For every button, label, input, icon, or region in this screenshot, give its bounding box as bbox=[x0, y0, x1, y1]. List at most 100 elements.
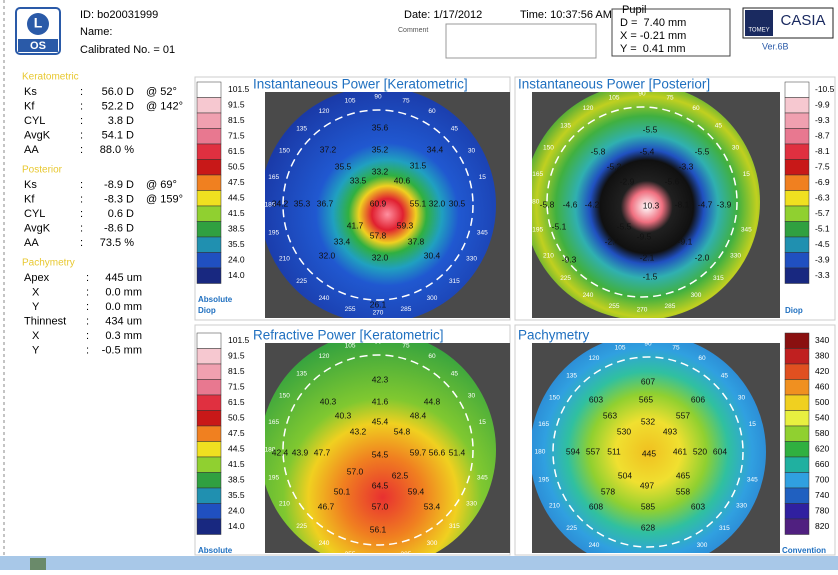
angle-label: 45 bbox=[721, 372, 729, 379]
map-value: 48.4 bbox=[410, 410, 427, 420]
taskbar bbox=[0, 556, 838, 570]
angle-label: 135 bbox=[296, 370, 307, 377]
angle-label: 240 bbox=[319, 540, 330, 547]
map-value: 37.2 bbox=[320, 144, 337, 154]
scale-swatch bbox=[784, 503, 810, 520]
map-value: -5.8 bbox=[540, 199, 555, 209]
separator: : bbox=[80, 144, 83, 156]
separator: : bbox=[80, 208, 83, 220]
panel-title: Instantaneous Power [Posterior] bbox=[518, 77, 710, 92]
angle-label: 210 bbox=[549, 503, 560, 510]
zone-circle bbox=[546, 106, 738, 298]
map-value: -5.5 bbox=[643, 124, 658, 134]
separator: : bbox=[80, 115, 83, 127]
map-value: 563 bbox=[603, 410, 617, 420]
taskbar-icon[interactable] bbox=[30, 558, 46, 570]
row-value: -8.6 D bbox=[104, 222, 134, 234]
scale-label: 660 bbox=[815, 459, 829, 469]
patient-name: Name: bbox=[80, 26, 112, 38]
separator: : bbox=[86, 301, 89, 313]
angle-label: 270 bbox=[373, 310, 384, 317]
angle-label: 180 bbox=[535, 449, 546, 456]
angle-label: 120 bbox=[319, 353, 330, 360]
map-value: 532 bbox=[641, 416, 655, 426]
scale-caption: Absolute bbox=[198, 546, 233, 555]
eye-circle bbox=[27, 13, 49, 35]
map-value: 34.4 bbox=[427, 144, 444, 154]
scale-caption: Diop bbox=[198, 306, 216, 315]
angle-label: 60 bbox=[692, 105, 700, 112]
angle-label: 135 bbox=[296, 125, 307, 132]
scale-caption: Convention bbox=[782, 546, 826, 555]
map-value: 628 bbox=[641, 522, 655, 532]
separator: : bbox=[86, 344, 89, 356]
map-value: -2.4 bbox=[605, 236, 620, 246]
scale-label: 71.5 bbox=[228, 131, 245, 141]
scale-swatch bbox=[196, 128, 222, 145]
angle-label: 150 bbox=[543, 145, 554, 152]
scale-label: -7.5 bbox=[815, 162, 830, 172]
panel-title: Refractive Power [Keratometric] bbox=[253, 328, 444, 343]
scale-label: 44.5 bbox=[228, 444, 245, 454]
scale-swatch bbox=[784, 348, 810, 365]
row-label: AvgK bbox=[24, 129, 51, 141]
scale-label: 14.0 bbox=[228, 270, 245, 280]
scale-label: 14.0 bbox=[228, 521, 245, 531]
row-label: AvgK bbox=[24, 222, 51, 234]
calibration: Calibrated No. = 01 bbox=[80, 44, 175, 56]
eye-band bbox=[18, 39, 58, 52]
map-value: 607 bbox=[641, 376, 655, 386]
map-value: -4.2 bbox=[585, 199, 600, 209]
map-value: 42.4 bbox=[272, 447, 289, 457]
map-value: -2.9 bbox=[620, 176, 635, 186]
map-value: 30.5 bbox=[449, 198, 466, 208]
map-value: -4.7 bbox=[698, 199, 713, 209]
map-value: 32.0 bbox=[372, 252, 389, 262]
scale-caption: Diop bbox=[785, 306, 803, 315]
scale-label: -5.7 bbox=[815, 208, 830, 218]
map-value: -5.6 bbox=[665, 176, 680, 186]
map-value: 54.5 bbox=[372, 449, 389, 459]
scale-label: 35.5 bbox=[228, 490, 245, 500]
scale-swatch bbox=[784, 112, 810, 129]
scale-swatch bbox=[196, 267, 222, 284]
scale-label: 101.5 bbox=[228, 84, 250, 94]
row-label: Kf bbox=[24, 100, 35, 112]
pupil-row: Y = 0.41 mm bbox=[620, 43, 686, 55]
scale-label: -3.3 bbox=[815, 270, 830, 280]
scale-label: 61.5 bbox=[228, 146, 245, 156]
angle-label: 105 bbox=[345, 97, 356, 104]
scale-label: 35.5 bbox=[228, 239, 245, 249]
map-value: 594 bbox=[566, 446, 580, 456]
angle-label: 285 bbox=[665, 303, 676, 310]
angle-label: 300 bbox=[691, 292, 702, 299]
angle-label: 315 bbox=[449, 278, 460, 285]
scale-swatch bbox=[196, 379, 222, 396]
map-value: 36.7 bbox=[317, 198, 334, 208]
scale-label: -10.5 bbox=[815, 84, 835, 94]
map-value: 51.4 bbox=[449, 447, 466, 457]
map-value: -2.0 bbox=[695, 252, 710, 262]
angle-label: 135 bbox=[566, 372, 577, 379]
scale-label: 71.5 bbox=[228, 382, 245, 392]
scale-label: 91.5 bbox=[228, 100, 245, 110]
map-value: -9.3 bbox=[562, 254, 577, 264]
angle-label: 345 bbox=[747, 477, 758, 484]
angle-label: 330 bbox=[466, 501, 477, 508]
map: 15 30 45 60 75 90 105 120 135 150 165 180 195 210 225 2… bbox=[265, 343, 510, 553]
scale-swatch bbox=[784, 190, 810, 207]
scale-swatch bbox=[784, 394, 810, 411]
map-value: 56.6 bbox=[429, 447, 446, 457]
angle-label: 300 bbox=[427, 295, 438, 302]
map-value: 62.5 bbox=[392, 470, 409, 480]
scale-label: 38.5 bbox=[228, 475, 245, 485]
row-value: 54.1 D bbox=[102, 129, 134, 141]
scale-swatch bbox=[196, 81, 222, 98]
angle-label: 240 bbox=[589, 542, 600, 549]
row-value: 0.0 mm bbox=[105, 286, 142, 298]
map-value: -9.5 bbox=[637, 231, 652, 241]
scale-swatch bbox=[196, 159, 222, 176]
pupil-row: D = 7.40 mm bbox=[620, 17, 686, 29]
scale-swatch bbox=[196, 487, 222, 504]
